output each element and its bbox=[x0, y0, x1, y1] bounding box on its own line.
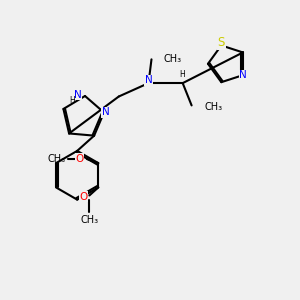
Text: N: N bbox=[145, 75, 152, 85]
Text: O: O bbox=[75, 154, 83, 164]
Text: H: H bbox=[179, 70, 185, 79]
Text: CH₃: CH₃ bbox=[164, 54, 182, 64]
Text: CH₃: CH₃ bbox=[80, 215, 98, 225]
Text: N: N bbox=[239, 70, 247, 80]
Text: CH₃: CH₃ bbox=[205, 102, 223, 112]
Text: N: N bbox=[102, 107, 109, 118]
Text: N: N bbox=[74, 89, 81, 100]
Text: O: O bbox=[80, 192, 88, 202]
Text: H: H bbox=[70, 96, 75, 105]
Text: CH₃: CH₃ bbox=[47, 154, 65, 164]
Text: S: S bbox=[218, 36, 225, 49]
